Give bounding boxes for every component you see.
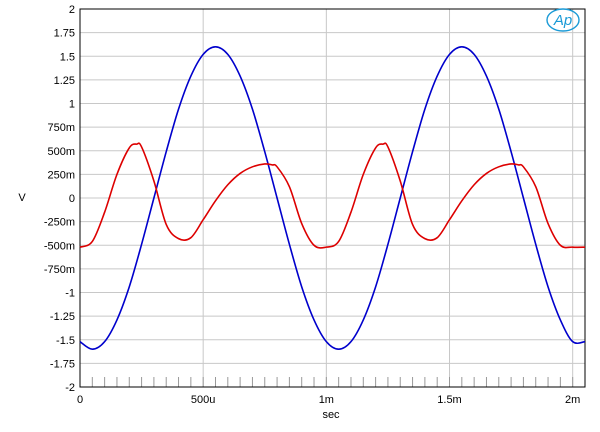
y-tick-labels: 2 1.75 1.5 1.25 1 750m 500m 250m 0 -250m -500m -750…: [44, 4, 75, 394]
red-trace-line: [79, 142, 586, 249]
y-tick-label: 1.5: [60, 51, 75, 63]
y-tick-label: -1: [65, 288, 75, 300]
blue-trace-line: [79, 46, 586, 350]
y-tick-label: 1.25: [54, 75, 75, 87]
ap-logo-ring: [546, 8, 580, 32]
ap-logo: Ap: [546, 8, 580, 32]
y-tick-label: -2: [65, 382, 75, 394]
minor-ticks: [91, 377, 586, 387]
ap-logo-text: Ap: [553, 12, 572, 29]
y-tick-label: -1.75: [50, 358, 75, 370]
plot-frame: [79, 8, 586, 388]
y-tick-label: 0: [69, 193, 75, 205]
y-axis-label: V: [18, 192, 26, 204]
y-tick-label: -250m: [44, 217, 75, 229]
x-tick-label: 0: [77, 394, 83, 406]
y-tick-label: 500m: [47, 146, 75, 158]
y-tick-label: 1: [69, 99, 75, 111]
x-tick-label: 1m: [319, 394, 334, 406]
y-tick-label: 750m: [47, 122, 75, 134]
y-tick-label: 1.75: [54, 28, 75, 40]
y-tick-label: -1.5: [56, 335, 75, 347]
x-tick-label: 500u: [191, 394, 215, 406]
y-tick-label: 2: [69, 4, 75, 16]
x-axis-label: sec: [322, 409, 340, 421]
y-tick-label: -750m: [44, 264, 75, 276]
x-tick-label: 1.5m: [437, 394, 461, 406]
y-tick-label: -1.25: [50, 311, 75, 323]
series-layer: [79, 46, 586, 350]
x-tick-label: 2m: [565, 394, 580, 406]
y-tick-label: -500m: [44, 240, 75, 252]
y-tick-label: 250m: [47, 169, 75, 181]
x-tick-labels: 0 500u 1m 1.5m 2m: [77, 394, 580, 406]
